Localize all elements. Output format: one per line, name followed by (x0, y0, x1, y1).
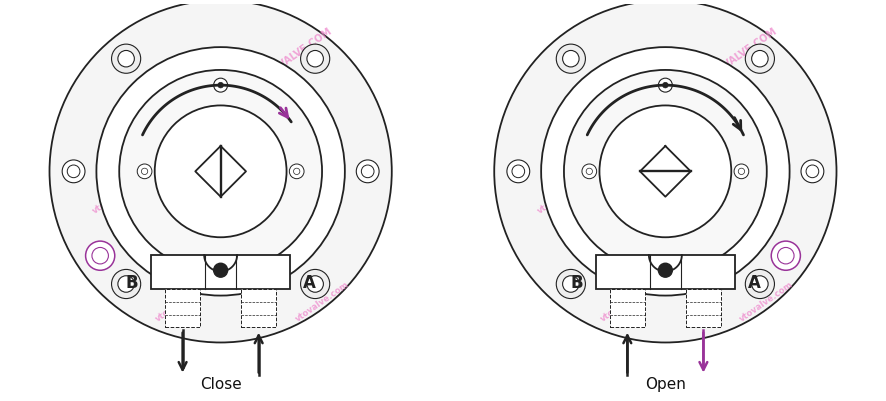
Circle shape (771, 241, 800, 270)
Text: vtovalve.com: vtovalve.com (154, 77, 211, 121)
Circle shape (541, 47, 789, 296)
Circle shape (745, 44, 774, 73)
Circle shape (778, 247, 794, 264)
Circle shape (658, 263, 672, 277)
Circle shape (356, 160, 379, 183)
Circle shape (745, 269, 774, 299)
Text: B: B (571, 274, 583, 292)
Bar (165, 289, 200, 327)
Bar (610, 289, 645, 327)
Text: vtovalve.com: vtovalve.com (688, 198, 744, 241)
Circle shape (97, 47, 345, 296)
Circle shape (112, 269, 141, 299)
Circle shape (112, 44, 141, 73)
Circle shape (600, 105, 731, 237)
Circle shape (120, 70, 322, 273)
Text: vtovalve.com: vtovalve.com (243, 198, 299, 241)
Text: Open: Open (645, 377, 686, 392)
Bar (595, 255, 735, 289)
Circle shape (494, 0, 836, 342)
Circle shape (564, 70, 766, 273)
Circle shape (300, 44, 330, 73)
Text: A: A (748, 274, 761, 292)
Circle shape (307, 51, 323, 67)
Circle shape (118, 51, 135, 67)
Bar (241, 289, 276, 327)
Circle shape (155, 105, 286, 237)
Text: vtovalve.com: vtovalve.com (154, 280, 211, 324)
Circle shape (507, 160, 530, 183)
Circle shape (86, 241, 115, 270)
Circle shape (582, 164, 596, 179)
Text: vtovalve.com: vtovalve.com (599, 77, 656, 121)
Text: VTOVALVE.COM: VTOVALVE.COM (704, 26, 779, 83)
Circle shape (563, 51, 579, 67)
Circle shape (214, 263, 228, 277)
Text: vtovalve.com: vtovalve.com (90, 172, 148, 216)
Circle shape (92, 247, 108, 264)
Circle shape (118, 276, 135, 292)
Text: B: B (126, 274, 138, 292)
Circle shape (751, 51, 768, 67)
Circle shape (751, 276, 768, 292)
Text: vtovalve.com: vtovalve.com (293, 280, 351, 324)
Text: vtovalve.com: vtovalve.com (599, 280, 656, 324)
Text: vtovalve.com: vtovalve.com (738, 280, 796, 324)
Circle shape (801, 160, 824, 183)
Bar (686, 289, 721, 327)
Bar (151, 255, 291, 289)
Circle shape (307, 276, 323, 292)
Circle shape (563, 276, 579, 292)
Circle shape (214, 78, 228, 92)
Circle shape (556, 269, 586, 299)
Circle shape (290, 164, 304, 179)
Circle shape (50, 0, 392, 342)
Circle shape (137, 164, 152, 179)
Text: Close: Close (199, 377, 242, 392)
Text: A: A (303, 274, 316, 292)
Circle shape (658, 78, 672, 92)
Circle shape (62, 160, 85, 183)
Circle shape (663, 82, 668, 88)
Text: VTOVALVE.COM: VTOVALVE.COM (260, 26, 334, 83)
Circle shape (556, 44, 586, 73)
Circle shape (218, 82, 223, 88)
Text: vtovalve.com: vtovalve.com (535, 172, 593, 216)
Circle shape (300, 269, 330, 299)
Circle shape (734, 164, 749, 179)
